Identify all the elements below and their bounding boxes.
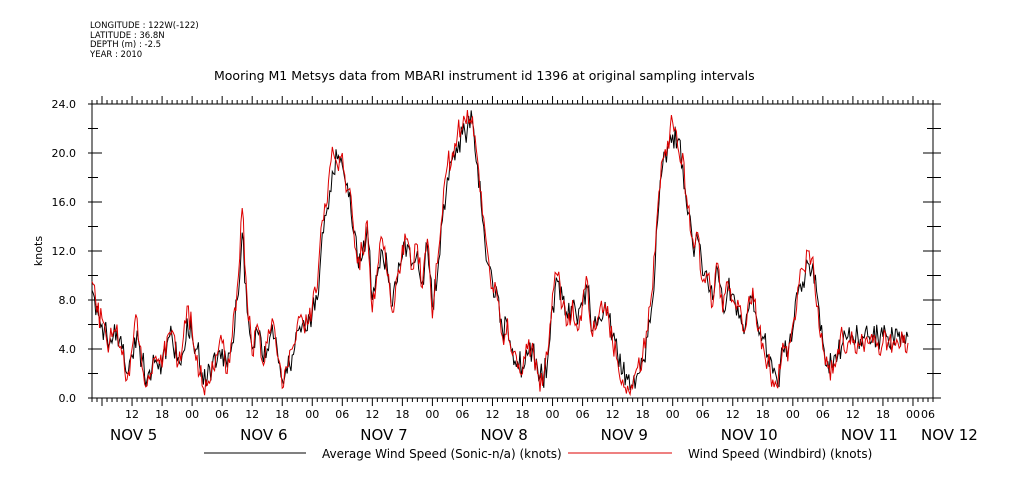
y-tick-label: 4.0 xyxy=(59,343,77,356)
legend-label: Wind Speed (Windbird) (knots) xyxy=(688,447,872,461)
latitude-label: LATITUDE : 36.8N xyxy=(90,30,165,41)
x-hour-label: 12 xyxy=(726,408,740,421)
x-day-label: NOV 10 xyxy=(721,426,778,444)
x-hour-label: 06 xyxy=(696,408,710,421)
x-hour-label: 18 xyxy=(155,408,169,421)
x-hour-label: 06 xyxy=(576,408,590,421)
x-hour-label: 18 xyxy=(516,408,530,421)
x-day-label: NOV 7 xyxy=(360,426,407,444)
x-day-label: NOV 11 xyxy=(841,426,898,444)
y-tick-label: 0.0 xyxy=(59,392,77,405)
x-day-label: NOV 5 xyxy=(110,426,157,444)
x-hour-label: 00 xyxy=(305,408,319,421)
x-hour-label: 12 xyxy=(365,408,379,421)
x-hour-label: 00 xyxy=(185,408,199,421)
series-line-windbird xyxy=(91,110,909,397)
y-tick-label: 12.0 xyxy=(52,245,77,258)
x-hour-label: 12 xyxy=(125,408,139,421)
legend-label: Average Wind Speed (Sonic-n/a) (knots) xyxy=(322,447,562,461)
x-hour-label: 00 xyxy=(786,408,800,421)
y-tick-label: 24.0 xyxy=(52,98,77,111)
y-tick-label: 8.0 xyxy=(59,294,77,307)
x-hour-label: 06 xyxy=(215,408,229,421)
x-hour-label: 06 xyxy=(921,408,935,421)
x-hour-label: 18 xyxy=(876,408,890,421)
x-day-label: NOV 12 xyxy=(921,426,978,444)
chart-title: Mooring M1 Metsys data from MBARI instru… xyxy=(214,68,755,83)
x-hour-label: 00 xyxy=(425,408,439,421)
metadata-block: LONGITUDE : 122W(-122) LATITUDE : 36.8N … xyxy=(90,21,199,60)
x-hour-label: 12 xyxy=(245,408,259,421)
x-hour-label: 12 xyxy=(485,408,499,421)
x-hour-label: 00 xyxy=(666,408,680,421)
y-tick-label: 20.0 xyxy=(52,147,77,160)
x-hour-label: 06 xyxy=(816,408,830,421)
y-axis-label: knots xyxy=(32,236,45,266)
year-label: YEAR : 2010 xyxy=(90,49,143,60)
x-hour-label: 06 xyxy=(455,408,469,421)
x-hour-label: 00 xyxy=(546,408,560,421)
x-day-label: NOV 6 xyxy=(240,426,287,444)
depth-label: DEPTH (m) : -2.5 xyxy=(90,40,162,50)
x-hour-label: 00 xyxy=(906,408,920,421)
x-hour-label: 18 xyxy=(636,408,650,421)
x-day-label: NOV 8 xyxy=(480,426,527,444)
x-day-label: NOV 9 xyxy=(601,426,648,444)
x-hour-label: 18 xyxy=(275,408,289,421)
x-hour-label: 18 xyxy=(395,408,409,421)
x-hour-label: 12 xyxy=(606,408,620,421)
series-line-average-wind xyxy=(91,110,909,391)
x-hour-label: 18 xyxy=(756,408,770,421)
longitude-label: LONGITUDE : 122W(-122) xyxy=(90,21,199,31)
x-hour-label: 12 xyxy=(846,408,860,421)
y-tick-label: 16.0 xyxy=(52,196,77,209)
x-hour-label: 06 xyxy=(335,408,349,421)
